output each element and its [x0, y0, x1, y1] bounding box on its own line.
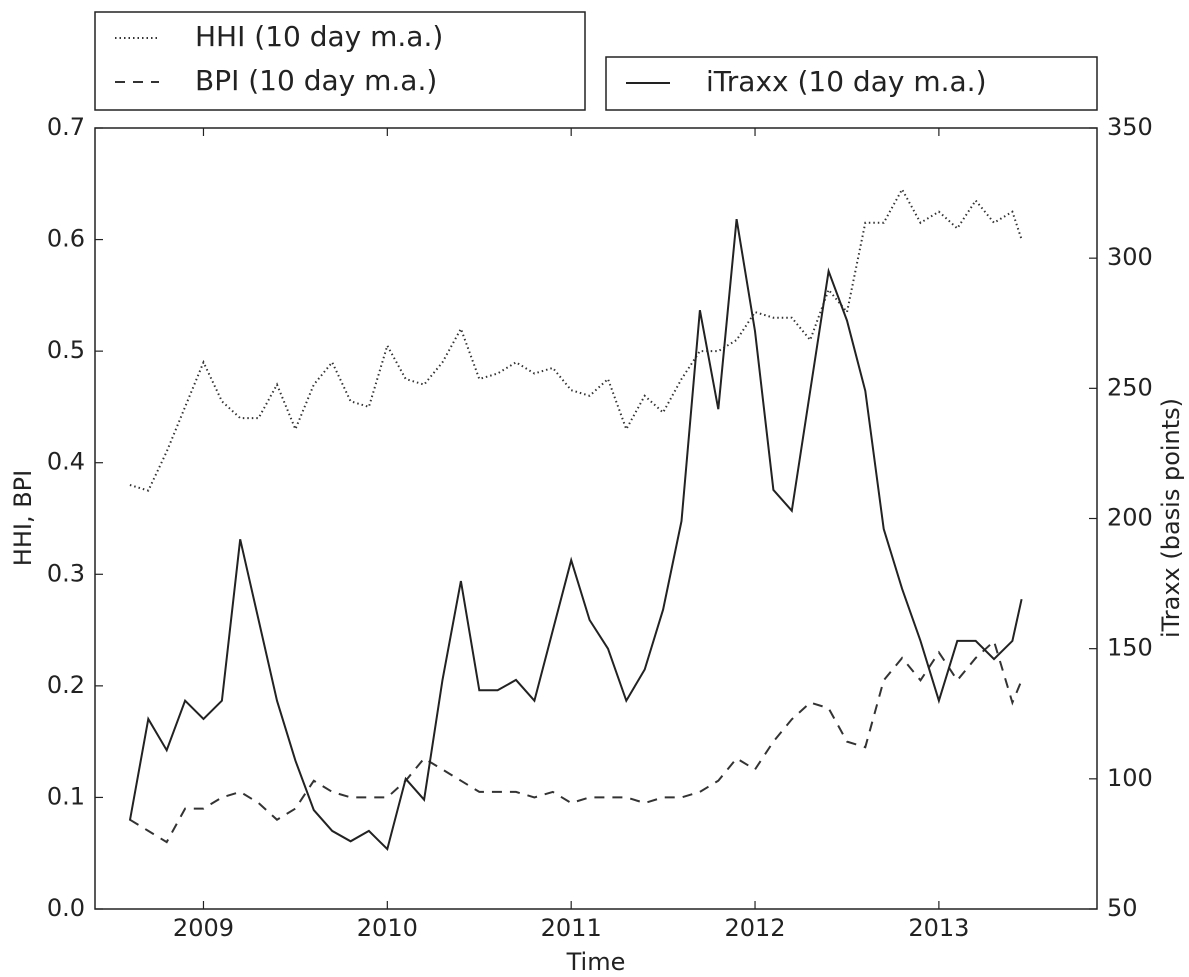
- y2-tick-label: 200: [1107, 504, 1153, 532]
- x-tick-label: 2012: [724, 914, 785, 942]
- y-tick-label: 0.2: [47, 671, 85, 699]
- y2-tick-label: 350: [1107, 113, 1153, 141]
- legend-label: HHI (10 day m.a.): [195, 20, 443, 53]
- x-tick-label: 2013: [908, 914, 969, 942]
- series-line: [129, 639, 1023, 844]
- y-tick-label: 0.3: [47, 559, 85, 587]
- y2-tick-label: 300: [1107, 243, 1153, 271]
- y-tick-label: 0.4: [47, 448, 85, 476]
- y2-tick-label: 250: [1107, 373, 1153, 401]
- y2-tick-label: 50: [1107, 894, 1138, 922]
- x-tick-label: 2011: [541, 914, 602, 942]
- y-tick-label: 0.0: [47, 894, 85, 922]
- plot-frame: [94, 127, 1098, 910]
- y2-tick-label: 150: [1107, 634, 1153, 662]
- y-axis-label: HHI, BPI: [9, 470, 37, 566]
- y2-tick-label: 100: [1107, 764, 1153, 792]
- legend-left: [94, 11, 586, 111]
- y-tick-label: 0.6: [47, 225, 85, 253]
- y-tick-label: 0.1: [47, 782, 85, 810]
- series-line: [128, 218, 1023, 852]
- x-axis-label: Time: [566, 948, 626, 976]
- x-tick-label: 2009: [173, 914, 234, 942]
- y-tick-label: 0.5: [47, 336, 85, 364]
- y-tick-label: 0.7: [47, 113, 85, 141]
- legend-right: [605, 56, 1098, 111]
- x-tick-label: 2010: [357, 914, 418, 942]
- series-line: [129, 187, 1023, 492]
- legend-label: iTraxx (10 day m.a.): [706, 65, 987, 98]
- legend-label: BPI (10 day m.a.): [195, 64, 437, 97]
- y2-axis-label: iTraxx (basis points): [1157, 398, 1185, 638]
